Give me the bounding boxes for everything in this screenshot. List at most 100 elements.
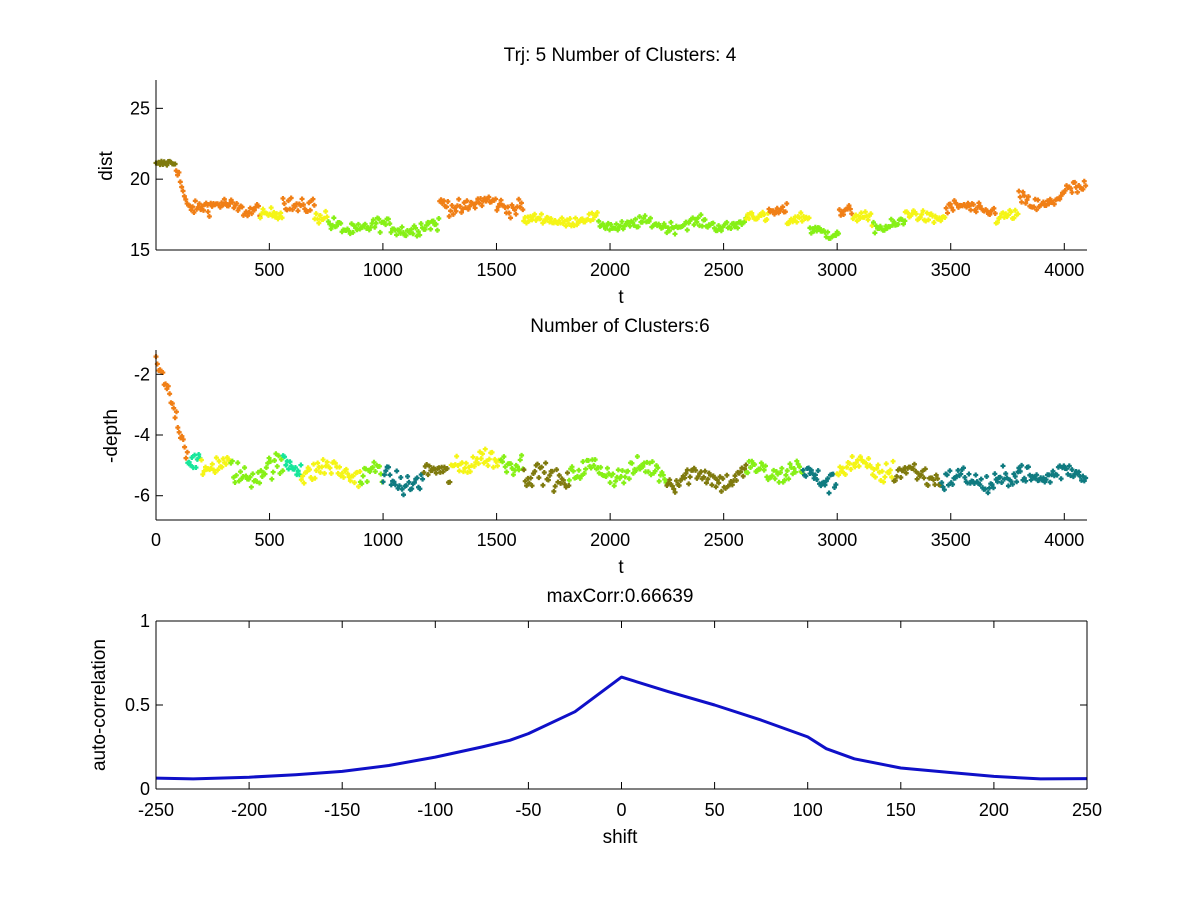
depth-plot-point [200, 471, 206, 477]
dist-plot-point [695, 215, 701, 221]
depth-plot-point [944, 472, 950, 478]
depth-plot-point [607, 480, 613, 486]
dist-plot-point [846, 203, 852, 209]
depth-plot-point [803, 473, 809, 479]
depth-plot-point [724, 472, 730, 478]
dist-plot-point [796, 215, 802, 221]
depth-plot-point [167, 391, 173, 397]
depth-plot-point [209, 461, 215, 467]
depth-plot-point [671, 486, 677, 492]
dist-plot-point [782, 209, 788, 215]
depth-plot-point [815, 468, 821, 474]
dist-plot-y-tick-label: 15 [130, 240, 150, 260]
depth-plot-point [490, 464, 496, 470]
dist-plot-point [449, 202, 455, 208]
depth-plot-point [966, 471, 972, 477]
depth-plot-point [396, 483, 402, 489]
dist-plot-point [574, 222, 580, 228]
depth-plot-point [889, 474, 895, 480]
depth-plot-point [381, 472, 387, 478]
depth-plot-point [307, 467, 313, 473]
depth-plot-point [1017, 468, 1023, 474]
depth-plot-point [176, 429, 182, 435]
depth-plot-point [566, 477, 572, 483]
dist-plot-point [1068, 186, 1074, 192]
depth-plot-point [467, 469, 473, 475]
depth-plot-point [660, 472, 666, 478]
depth-plot-point [588, 465, 594, 471]
depth-plot-point [1081, 478, 1087, 484]
corr-plot-title: maxCorr:0.66639 [547, 586, 694, 607]
dist-plot-point [164, 162, 170, 168]
depth-plot-point [266, 455, 272, 461]
depth-plot-point [886, 470, 892, 476]
depth-plot-point [958, 471, 964, 477]
depth-plot-point [882, 474, 888, 480]
depth-plot-point [327, 465, 333, 471]
depth-plot-point [581, 471, 587, 477]
depth-plot-point [502, 464, 508, 470]
depth-plot-point [519, 452, 525, 458]
dist-plot-point [518, 200, 524, 206]
dist-plot-point [299, 196, 305, 202]
depth-plot-point [282, 454, 288, 460]
dist-plot-point [188, 207, 194, 213]
depth-plot-point [341, 474, 347, 480]
dist-plot-point [316, 220, 322, 226]
depth-plot-point [247, 474, 253, 480]
dist-plot-point [410, 231, 416, 237]
depth-plot-point [784, 468, 790, 474]
corr-plot-x-tick-label: -50 [515, 800, 541, 820]
depth-plot-point [611, 483, 617, 489]
depth-plot-point [591, 462, 597, 468]
depth-plot-point [215, 467, 221, 473]
depth-plot-point [556, 472, 562, 478]
depth-plot-point [401, 492, 407, 498]
depth-plot-point [364, 479, 370, 485]
depth-plot-point [539, 464, 545, 470]
dist-plot-point [1034, 207, 1040, 213]
depth-plot-point [257, 480, 263, 486]
dist-plot-point [1057, 196, 1063, 202]
depth-plot-point [399, 486, 405, 492]
depth-plot-point [232, 479, 238, 485]
depth-plot-point [350, 473, 356, 479]
depth-plot-point [447, 479, 453, 485]
dist-plot-point [619, 219, 625, 225]
depth-plot-point [554, 467, 560, 473]
dist-plot-point [799, 218, 805, 224]
depth-plot-point [892, 478, 898, 484]
depth-plot-point [633, 467, 639, 473]
depth-plot-point [1034, 472, 1040, 478]
depth-plot-point [990, 485, 996, 491]
depth-plot-point [313, 467, 319, 473]
depth-plot-point [1019, 462, 1025, 468]
dist-plot-point [917, 215, 923, 221]
dist-plot-point [702, 217, 708, 223]
depth-plot-point [213, 455, 219, 461]
dist-plot-y-tick-label: 25 [130, 98, 150, 118]
dist-plot-point [1035, 197, 1041, 203]
depth-plot-point [1058, 476, 1064, 482]
depth-plot-point [583, 466, 589, 472]
dist-plot-point [1020, 189, 1026, 195]
dist-plot: Trj: 5 Number of Clusters: 4 t dist 500 1… [96, 45, 1089, 308]
depth-plot-point [695, 473, 701, 479]
depth-plot-point [1043, 477, 1049, 483]
dist-plot-point [350, 229, 356, 235]
depth-plot-point [732, 473, 738, 479]
depth-plot-point [216, 458, 222, 464]
dist-plot-point [1062, 188, 1068, 194]
depth-plot-point [414, 475, 420, 481]
depth-plot-point [398, 474, 404, 480]
depth-plot-point [528, 475, 534, 481]
dist-plot-point [841, 212, 847, 218]
dist-plot-point [413, 225, 419, 231]
depth-plot-point [380, 479, 386, 485]
dist-plot-point [532, 211, 538, 217]
depth-plot-point [1076, 469, 1082, 475]
depth-plot-point [250, 471, 256, 477]
depth-plot-point [486, 456, 492, 462]
dist-plot-point [1040, 199, 1046, 205]
dist-plot-point [1072, 179, 1078, 185]
